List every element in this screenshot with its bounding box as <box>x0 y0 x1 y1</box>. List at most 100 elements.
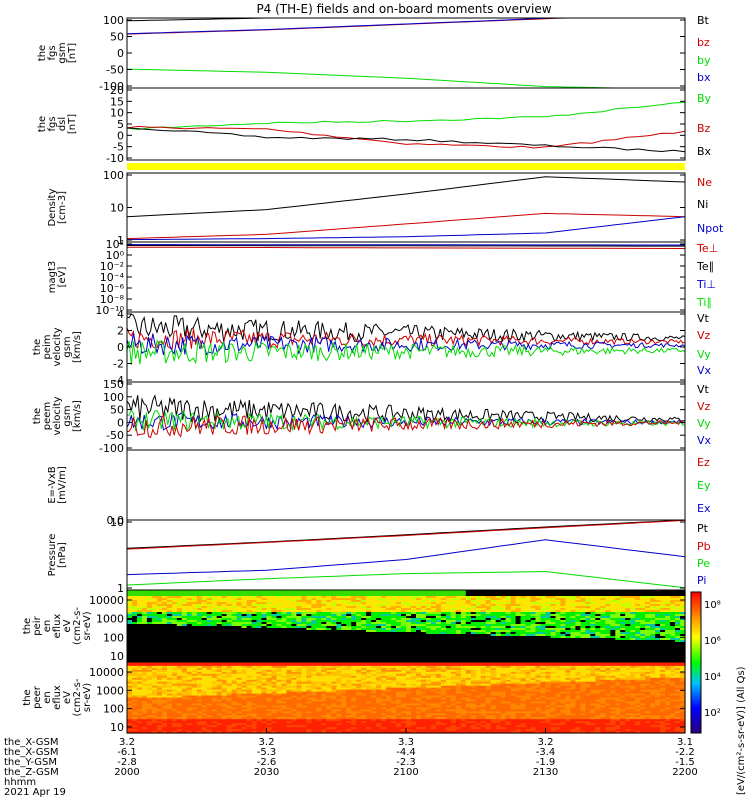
heatmap-cell <box>361 638 367 641</box>
heatmap-cell <box>655 654 661 657</box>
heatmap-cell <box>490 644 497 647</box>
heatmap-cell <box>256 628 263 631</box>
heatmap-cell <box>590 646 596 649</box>
heatmap-cell <box>480 644 487 647</box>
heatmap-cell <box>331 602 337 605</box>
heatmap-cell <box>510 628 517 631</box>
heatmap-cell <box>256 636 263 639</box>
heatmap-cell <box>560 602 566 605</box>
heatmap-cell <box>420 654 427 657</box>
heatmap-cell <box>401 642 407 645</box>
heatmap-cell <box>430 654 437 657</box>
heatmap-cell <box>460 644 467 647</box>
heatmap-cell <box>595 644 601 647</box>
heatmap-cell <box>460 610 467 613</box>
heatmap-cell <box>181 608 188 611</box>
heatmap-cell <box>505 590 512 593</box>
heatmap-cell <box>565 669 571 673</box>
heatmap-cell <box>406 608 412 611</box>
heatmap-cell <box>470 634 477 637</box>
heatmap-cell <box>351 620 357 623</box>
heatmap-cell <box>286 644 292 647</box>
heatmap-cell <box>141 656 148 659</box>
heatmap-cell <box>181 626 188 629</box>
heatmap-cell <box>241 608 248 611</box>
heatmap-cell <box>510 598 517 601</box>
heatmap-cell <box>535 592 542 595</box>
heatmap-cell <box>490 632 497 635</box>
heatmap-cell <box>206 662 213 665</box>
heatmap-cell <box>132 638 138 641</box>
heatmap-cell <box>435 632 442 635</box>
heatmap-cell <box>166 618 173 621</box>
heatmap-cell <box>550 630 557 633</box>
heatmap-cell <box>520 632 527 635</box>
heatmap-cell <box>256 646 263 649</box>
heatmap-cell <box>196 634 203 637</box>
heatmap-cell <box>156 606 163 609</box>
heatmap-cell <box>316 600 322 603</box>
heatmap-cell <box>635 598 641 601</box>
heatmap-cell <box>465 654 472 657</box>
heatmap-cell <box>575 669 581 673</box>
heatmap-cell <box>650 638 656 641</box>
heatmap-cell <box>475 648 482 651</box>
heatmap-cell <box>670 665 676 669</box>
y-tick-label: 0 <box>117 416 124 429</box>
heatmap-cell <box>525 606 532 609</box>
heatmap-cell <box>221 622 228 625</box>
heatmap-cell <box>465 664 472 667</box>
heatmap-cell <box>535 654 542 657</box>
heatmap-cell <box>251 622 258 625</box>
heatmap-cell <box>201 665 208 669</box>
heatmap-cell <box>655 662 661 665</box>
heatmap-cell <box>141 600 148 603</box>
heatmap-cell <box>450 594 457 597</box>
heatmap-cell <box>216 662 223 665</box>
heatmap-cell <box>261 656 268 659</box>
heatmap-cell <box>585 598 591 601</box>
heatmap-cell <box>141 652 148 655</box>
heatmap-cell <box>171 662 178 665</box>
heatmap-cell <box>256 658 263 661</box>
heatmap-cell <box>645 669 651 673</box>
heatmap-cell <box>216 667 223 671</box>
heatmap-cell <box>555 598 562 601</box>
heatmap-cell <box>231 671 238 675</box>
heatmap-cell <box>291 596 297 599</box>
heatmap-cell <box>485 596 492 599</box>
heatmap-cell <box>500 632 507 635</box>
heatmap-cell <box>680 608 686 611</box>
heatmap-cell <box>276 624 283 627</box>
heatmap-cell <box>425 596 432 599</box>
heatmap-cell <box>336 626 342 629</box>
heatmap-cell <box>500 628 507 631</box>
heatmap-cell <box>156 673 163 677</box>
heatmap-cell <box>430 656 437 659</box>
heatmap-cell <box>430 638 437 641</box>
heatmap-cell <box>361 671 367 675</box>
heatmap-cell <box>391 644 397 647</box>
heatmap-cell <box>146 608 153 611</box>
heatmap-cell <box>500 612 507 615</box>
heatmap-cell <box>600 664 606 667</box>
heatmap-cell <box>361 665 367 669</box>
heatmap-cell <box>156 671 163 675</box>
heatmap-cell <box>495 596 502 599</box>
heatmap-cell <box>351 664 357 667</box>
heatmap-cell <box>156 590 163 593</box>
heatmap-cell <box>450 648 457 651</box>
heatmap-cell <box>655 614 661 617</box>
heatmap-cell <box>231 600 238 603</box>
heatmap-cell <box>650 636 656 639</box>
heatmap-cell <box>670 664 676 667</box>
heatmap-cell <box>530 658 537 661</box>
y-tick-label: 100 <box>103 631 124 644</box>
heatmap-cell <box>625 636 631 639</box>
heatmap-cell <box>346 612 352 615</box>
heatmap-cell <box>640 648 646 651</box>
heatmap-cell <box>396 590 402 593</box>
heatmap-cell <box>675 656 681 659</box>
heatmap-cell <box>356 671 362 675</box>
heatmap-cell <box>575 596 581 599</box>
